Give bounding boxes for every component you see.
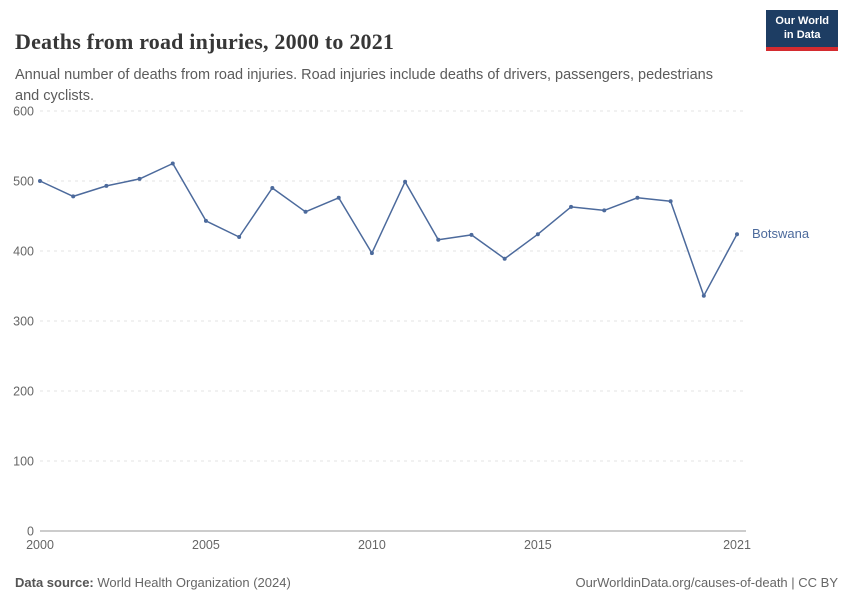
y-tick-label: 600 — [13, 105, 34, 119]
data-point[interactable] — [403, 179, 408, 184]
owid-logo-line2: in Data — [783, 28, 821, 41]
y-tick-label: 300 — [13, 315, 34, 329]
x-tick-label: 2015 — [524, 538, 552, 552]
owid-logo[interactable]: Our World in Data — [766, 10, 838, 51]
data-point[interactable] — [602, 208, 607, 213]
data-point[interactable] — [336, 195, 341, 200]
y-tick-label: 0 — [27, 525, 34, 539]
data-point[interactable] — [635, 195, 640, 200]
x-tick-label: 2010 — [358, 538, 386, 552]
chart-subtitle: Annual number of deaths from road injuri… — [15, 66, 713, 104]
owid-citation-link[interactable]: OurWorldinData.org/causes-of-death | CC … — [575, 575, 838, 590]
data-point[interactable] — [535, 232, 540, 237]
owid-logo-line1: Our World — [775, 15, 829, 27]
x-tick-label: 2000 — [26, 538, 54, 552]
data-point[interactable] — [369, 251, 374, 256]
data-point[interactable] — [569, 204, 574, 209]
data-point[interactable] — [38, 179, 42, 183]
data-source: Data source: World Health Organization (… — [15, 575, 291, 590]
page-title: Deaths from road injuries, 2000 to 2021 — [15, 28, 395, 54]
chart-area: 0 100 200 300 400 500 600 2000 2005 2010 2015 2021 B… — [0, 95, 850, 565]
x-tick-label: 2021 — [723, 538, 751, 552]
y-tick-label: 400 — [13, 245, 34, 259]
data-point[interactable] — [137, 176, 142, 181]
y-tick-label: 200 — [13, 385, 34, 399]
data-line — [39, 162, 738, 297]
data-point[interactable] — [436, 237, 441, 242]
data-point[interactable] — [71, 194, 76, 199]
data-source-value: World Health Organization (2024) — [93, 575, 291, 590]
data-point[interactable] — [668, 199, 673, 204]
data-point[interactable] — [270, 186, 275, 190]
data-point[interactable] — [104, 183, 109, 188]
entity-label: Botswana — [752, 226, 810, 241]
x-tick-label: 2005 — [192, 538, 220, 552]
data-point[interactable] — [170, 161, 175, 166]
y-tick-label: 100 — [13, 455, 34, 469]
chart-canvas[interactable]: 0 100 200 300 400 500 600 2000 2005 2010 2015 2021 B… — [0, 95, 850, 565]
data-point[interactable] — [237, 235, 242, 239]
data-point[interactable] — [203, 218, 208, 223]
data-point[interactable] — [735, 232, 739, 237]
data-point[interactable] — [502, 256, 507, 261]
data-source-label: Data source: — [15, 575, 94, 590]
data-point[interactable] — [701, 293, 706, 298]
data-point[interactable] — [303, 209, 308, 214]
y-tick-label: 500 — [13, 175, 34, 189]
data-point[interactable] — [469, 232, 474, 237]
